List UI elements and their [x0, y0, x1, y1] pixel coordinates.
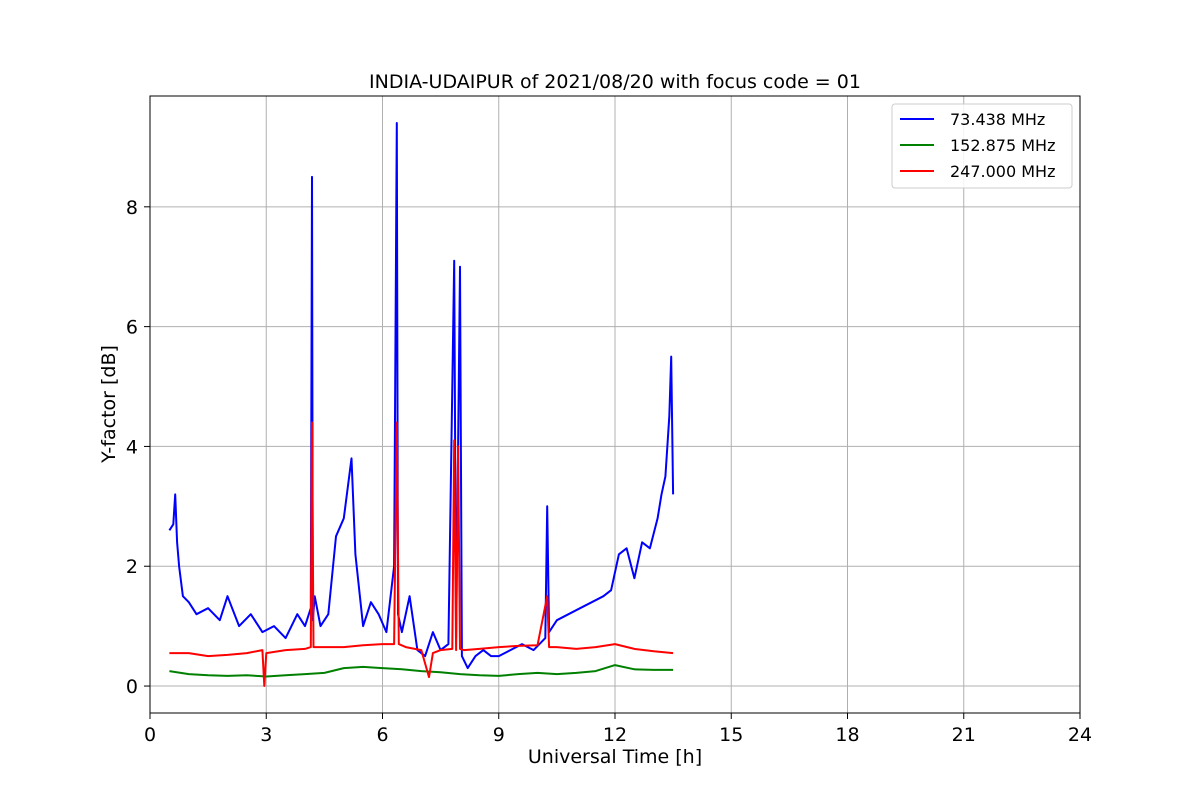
- x-tick-label: 3: [260, 724, 272, 746]
- x-tick-label: 24: [1068, 724, 1092, 746]
- legend-label-3: 247.000 MHz: [950, 162, 1055, 181]
- x-tick-label: 6: [376, 724, 388, 746]
- x-tick-label: 0: [144, 724, 156, 746]
- series-line-3: [169, 421, 674, 687]
- legend-box: [891, 103, 1073, 189]
- x-tick-label: 15: [719, 724, 743, 746]
- series-line-1: [168, 122, 675, 670]
- legend-label-1: 73.438 MHz: [950, 110, 1045, 129]
- series-layer: [168, 122, 675, 687]
- chart-title: INDIA-UDAIPUR of 2021/08/20 with focus c…: [369, 71, 861, 93]
- y-tick-label: 2: [126, 556, 138, 578]
- legend-label-2: 152.875 MHz: [950, 136, 1055, 155]
- x-tick-label: 18: [835, 724, 859, 746]
- series-line-2: [169, 664, 674, 678]
- x-tick-label: 9: [493, 724, 505, 746]
- y-tick-label: 6: [126, 317, 138, 339]
- y-tick-label: 8: [126, 197, 138, 219]
- legend: 73.438 MHz 152.875 MHz 247.000 MHz: [891, 103, 1073, 189]
- grid: [149, 96, 1081, 713]
- x-tick-label: 12: [603, 724, 627, 746]
- y-tick-label: 0: [126, 676, 138, 698]
- y-axis-label: Y-factor [dB]: [98, 345, 120, 464]
- y-tick-label: 4: [126, 436, 138, 458]
- x-axis-label: Universal Time [h]: [528, 746, 702, 768]
- x-tick-label: 21: [952, 724, 976, 746]
